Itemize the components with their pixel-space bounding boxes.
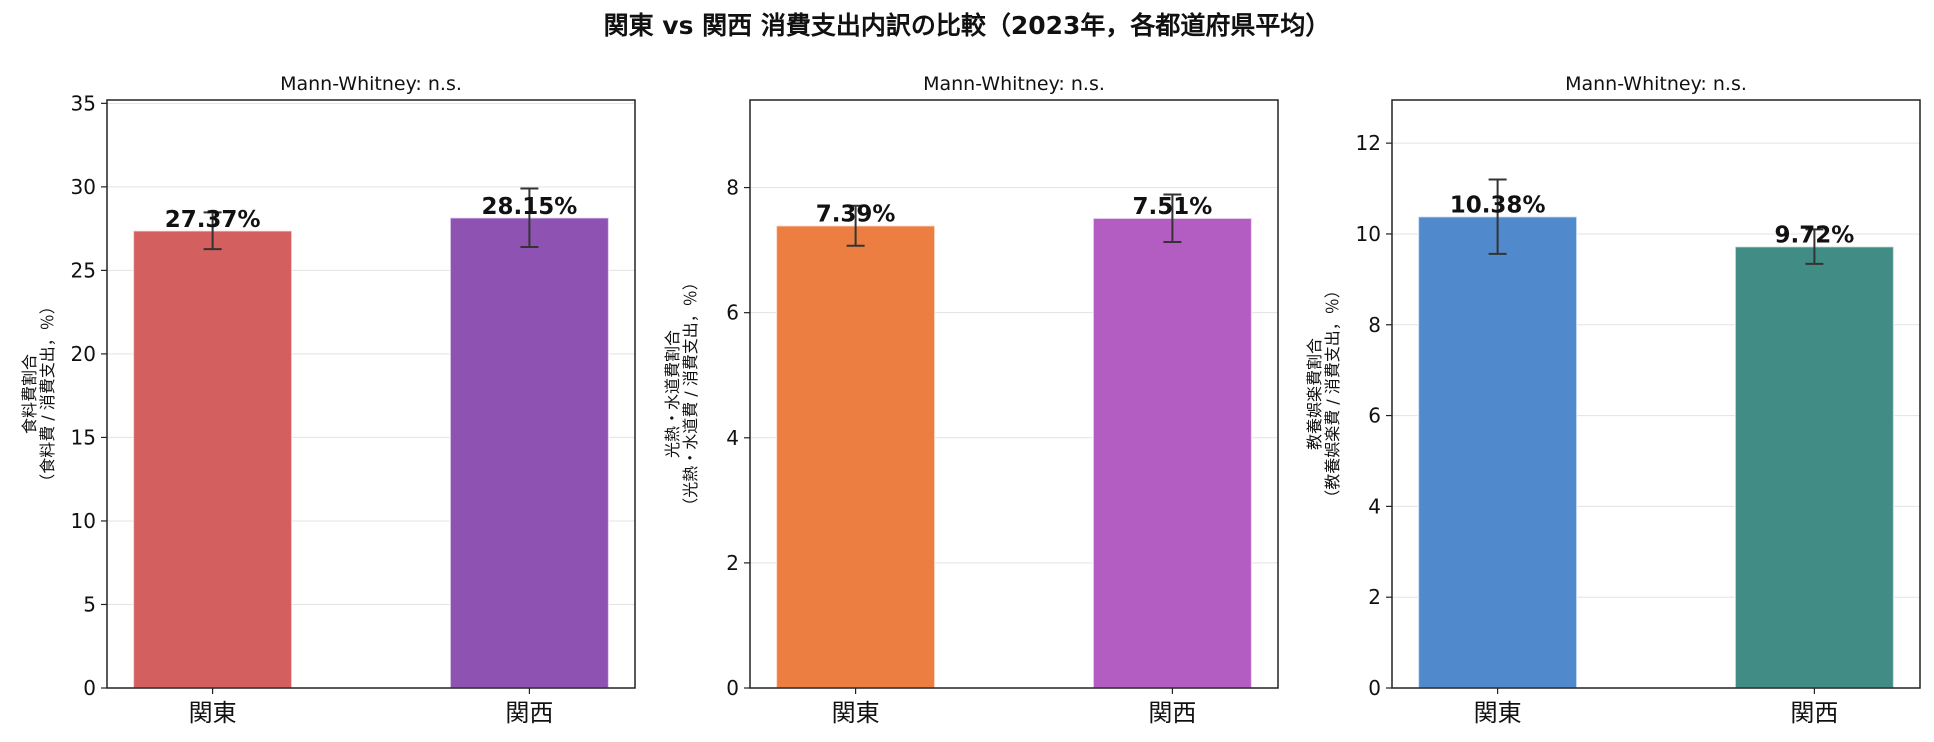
panel-3-y-axis-label-line2: （教養娯楽費 / 消費支出，％） xyxy=(1323,282,1342,506)
panel-1-y-tick-label: 25 xyxy=(71,258,96,282)
panel-3-y-tick-label: 12 xyxy=(1356,131,1381,155)
panel-1-data-label-2: 28.15% xyxy=(482,194,578,220)
panel-1-y-axis-label-line1: 食料費割合 xyxy=(20,354,39,434)
panel-3-y-tick-label: 4 xyxy=(1368,494,1381,518)
panel-1-title: Mann-Whitney: n.s. xyxy=(280,73,462,95)
panel-3-y-tick-label: 6 xyxy=(1368,404,1381,428)
panel-3-bar-1 xyxy=(1417,215,1578,689)
panel-2-y-tick-label: 2 xyxy=(726,551,739,575)
panel-3-data-label-1: 10.38% xyxy=(1450,193,1546,219)
panel-2-data-label-1: 7.39% xyxy=(816,202,896,228)
panel-1-y-tick-label: 20 xyxy=(71,342,96,366)
panel-2-title: Mann-Whitney: n.s. xyxy=(923,73,1105,95)
panel-3-bar-2 xyxy=(1734,245,1895,689)
panel-2-bar-2 xyxy=(1092,217,1253,689)
panel-2-y-tick-label: 6 xyxy=(726,301,739,325)
panel-2-y-tick-label: 0 xyxy=(726,676,739,700)
panel-1-y-tick-label: 0 xyxy=(83,676,96,700)
panel-3-title: Mann-Whitney: n.s. xyxy=(1565,73,1747,95)
panel-1-bar-1 xyxy=(132,230,293,689)
panel-1-x-tick-label-1: 関東 xyxy=(189,699,237,727)
panel-2-y-tick-label: 4 xyxy=(726,426,739,450)
panel-1-data-label-1: 27.37% xyxy=(165,207,261,233)
panel-3-x-tick-label-2: 関西 xyxy=(1790,699,1838,727)
panel-2-bar-1 xyxy=(775,224,936,689)
panel-3-data-label-2: 9.72% xyxy=(1775,223,1855,249)
panel-2-y-tick-label: 8 xyxy=(726,176,739,200)
panel-2-x-tick-label-1: 関東 xyxy=(832,699,880,727)
panel-1-plot-frame xyxy=(106,99,636,689)
panel-2-plot-frame xyxy=(749,99,1279,689)
panel-2-data-label-2: 7.51% xyxy=(1133,194,1213,220)
panel-3-y-tick-label: 10 xyxy=(1356,222,1381,246)
panel-2-y-axis-label-line1: 光熱・水道費割合 xyxy=(663,330,682,458)
panel-1-y-axis-label-line2: （食料費 / 消費支出，％） xyxy=(38,298,57,490)
panel-3-y-tick-label: 2 xyxy=(1368,585,1381,609)
panel-1-bar-2 xyxy=(449,217,610,689)
panel-1-y-tick-label: 15 xyxy=(71,425,96,449)
panel-3-plot-frame xyxy=(1391,99,1921,689)
panel-1-y-tick-label: 10 xyxy=(71,509,96,533)
panel-3-y-tick-label: 8 xyxy=(1368,313,1381,337)
panel-3-x-tick-label-1: 関東 xyxy=(1474,699,1522,727)
panel-1-y-tick-label: 35 xyxy=(71,91,96,115)
panel-2-x-tick-label-2: 関西 xyxy=(1148,699,1196,727)
panel-3-y-axis-label-line1: 教養娯楽費割合 xyxy=(1305,338,1324,450)
figure-title: 関東 vs 関西 消費支出内訳の比較（2023年，各都道府県平均） xyxy=(603,11,1331,40)
panel-3-y-tick-label: 0 xyxy=(1368,676,1381,700)
panel-1-x-tick-label-2: 関西 xyxy=(505,699,553,727)
panel-1-y-tick-label: 30 xyxy=(71,175,96,199)
panel-2-y-axis-label-line2: （光熱・水道費 / 消費支出，％） xyxy=(681,274,700,514)
panel-1-y-tick-label: 5 xyxy=(83,592,96,616)
